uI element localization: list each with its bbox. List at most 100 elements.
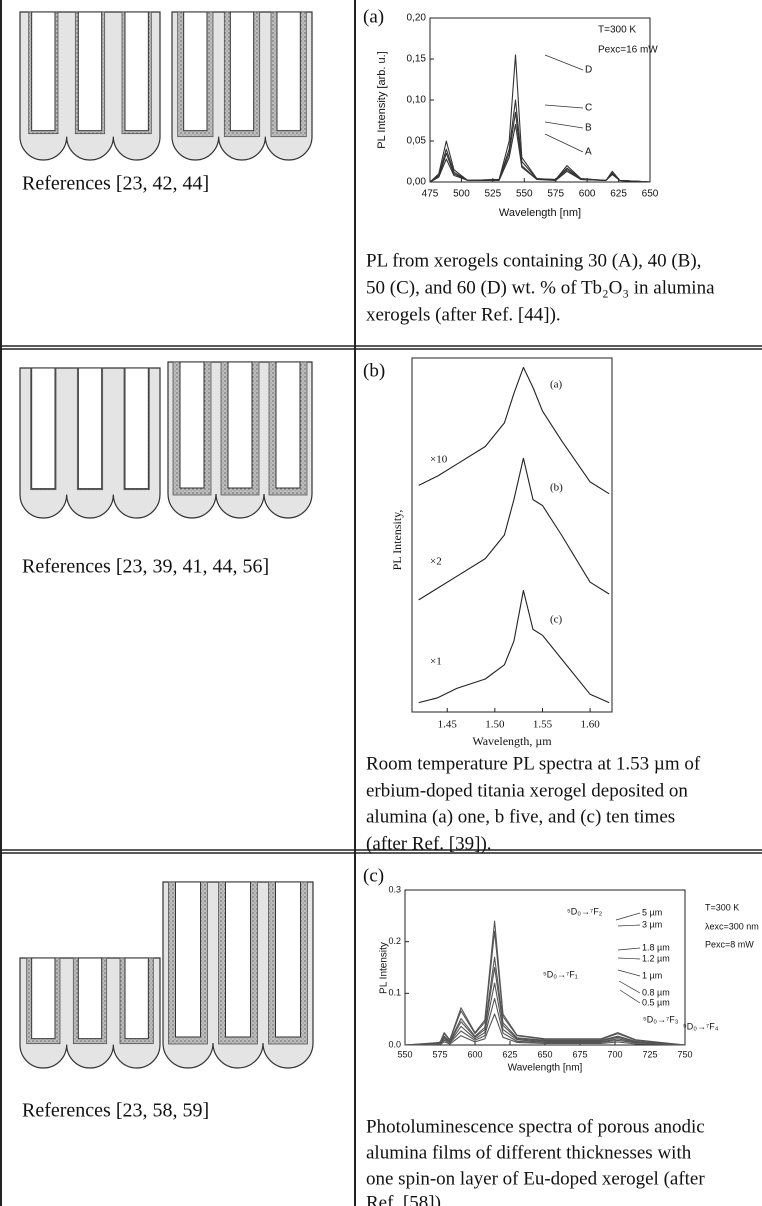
x-tick-label: 1.55 [533, 719, 553, 731]
x-tick-label: 1.60 [580, 719, 600, 731]
x-tick-label: 750 [677, 1049, 692, 1059]
series-label: 5 µm [642, 907, 662, 917]
caption-line: Room temperature PL spectra at 1.53 µm o… [366, 753, 701, 774]
y-tick-label: 0,20 [407, 13, 427, 24]
pore [78, 12, 101, 131]
panel-label: (c) [363, 865, 384, 886]
y-tick-label: 0.3 [388, 884, 401, 894]
annotation: Pexc=16 mW [598, 45, 658, 56]
annotation: Pexc=8 mW [705, 939, 754, 949]
x-tick-label: 1.50 [485, 719, 505, 731]
x-tick-label: 700 [607, 1049, 622, 1059]
page: References [23, 42, 44] (a) PL from xeroge… [0, 0, 762, 1206]
annotation: λexc=300 nm [705, 921, 759, 931]
y-axis-label: PL Intensity [379, 942, 390, 994]
pore-illustration [163, 882, 313, 1068]
pore [32, 958, 55, 1039]
series-label: 0.8 µm [642, 987, 670, 997]
caption-line: alumina films of different thicknesses w… [366, 1142, 692, 1163]
x-tick-label: 575 [432, 1049, 447, 1059]
pore [78, 958, 101, 1039]
x-tick-label: 600 [579, 189, 596, 200]
series-label: A [585, 147, 592, 158]
pore [277, 12, 300, 131]
annotation: ⁵D₀→⁷F₂ [567, 906, 603, 916]
x-axis-label: Wavelength, µm [472, 734, 552, 748]
caption-line: xerogels (after Ref. [44]). [366, 304, 561, 325]
series-label: 1.2 µm [642, 953, 670, 963]
pore [184, 12, 207, 131]
panel-label: (b) [363, 360, 385, 381]
panel-label: (a) [363, 6, 384, 27]
x-tick-label: 625 [502, 1049, 517, 1059]
references: References [23, 42, 44] [22, 173, 209, 195]
x-axis-label: Wavelength [nm] [499, 207, 581, 219]
series-label: 1 µm [642, 970, 662, 980]
caption-line: Ref. [58]). [366, 1192, 446, 1206]
pore-illustration [20, 12, 160, 160]
pore [32, 368, 55, 489]
pore-illustration [20, 958, 160, 1068]
series-label: 1.8 µm [642, 942, 670, 952]
x-tick-label: 575 [547, 189, 564, 200]
series-label: (a) [550, 379, 563, 391]
pore-illustration [168, 362, 312, 518]
pore [176, 882, 201, 1037]
y-axis-label: PL Intensity [arb. u.] [376, 51, 388, 148]
y-tick-label: 0.1 [388, 988, 401, 998]
pore-illustration [172, 12, 312, 160]
x-tick-label: 525 [485, 189, 502, 200]
y-tick-label: 0.0 [388, 1039, 401, 1049]
x-tick-label: 600 [467, 1049, 482, 1059]
y-tick-label: 0.2 [388, 936, 401, 946]
x-tick-label: 475 [422, 189, 439, 200]
pore [125, 368, 148, 489]
annotation: T=300 K [598, 25, 636, 36]
caption-line: (after Ref. [39]). [366, 833, 492, 854]
annotation: ×1 [430, 656, 442, 668]
caption-line: 50 (C), and 60 (D) wt. % of Tb₂O₃ in alu… [366, 277, 715, 298]
series-label: 3 µm [642, 919, 662, 929]
references: References [23, 58, 59] [22, 1100, 209, 1122]
annotation: ×10 [430, 454, 448, 466]
pore [276, 882, 301, 1037]
caption-line: alumina (a) one, b five, and (c) ten tim… [366, 806, 675, 827]
y-tick-label: 0,10 [407, 95, 427, 106]
x-tick-label: 625 [610, 189, 627, 200]
caption-line: erbium-doped titania xerogel deposited o… [366, 780, 688, 801]
series-label: 0.5 µm [642, 997, 670, 1007]
x-tick-label: 1.45 [438, 719, 458, 731]
x-tick-label: 550 [516, 189, 533, 200]
pore [125, 12, 148, 131]
pore [32, 12, 55, 131]
x-tick-label: 650 [537, 1049, 552, 1059]
annotation: ⁵D₀→⁷F₁ [543, 969, 578, 979]
x-tick-label: 650 [642, 189, 659, 200]
x-tick-label: 550 [397, 1049, 412, 1059]
series-label: (c) [550, 614, 563, 626]
y-axis-label: PL Intensity, [390, 510, 404, 571]
annotation: ×2 [430, 556, 442, 568]
y-tick-label: 0,05 [407, 136, 427, 147]
annotation: ⁵D₀→⁷F₄ [683, 1021, 719, 1031]
y-tick-label: 0,00 [407, 177, 427, 188]
pore [230, 12, 253, 131]
x-tick-label: 675 [572, 1049, 587, 1059]
pore-illustration [20, 368, 160, 518]
pore [228, 362, 252, 488]
annotation: T=300 K [705, 902, 739, 912]
x-axis-label: Wavelength [nm] [508, 1063, 583, 1074]
x-tick-label: 500 [453, 189, 470, 200]
references: References [23, 39, 41, 44, 56] [22, 556, 269, 578]
series-label: (b) [550, 482, 563, 494]
pore [78, 368, 101, 489]
caption-line: PL from xerogels containing 30 (A), 40 (… [366, 250, 701, 271]
series-label: C [585, 103, 592, 114]
y-tick-label: 0,15 [407, 54, 427, 65]
pore [180, 362, 204, 488]
caption-line: Photoluminescence spectra of porous anod… [366, 1116, 705, 1137]
caption-line: one spin-on layer of Eu-doped xerogel (a… [366, 1168, 705, 1189]
pore [125, 958, 148, 1039]
series-label: B [585, 123, 592, 134]
pore [226, 882, 251, 1037]
